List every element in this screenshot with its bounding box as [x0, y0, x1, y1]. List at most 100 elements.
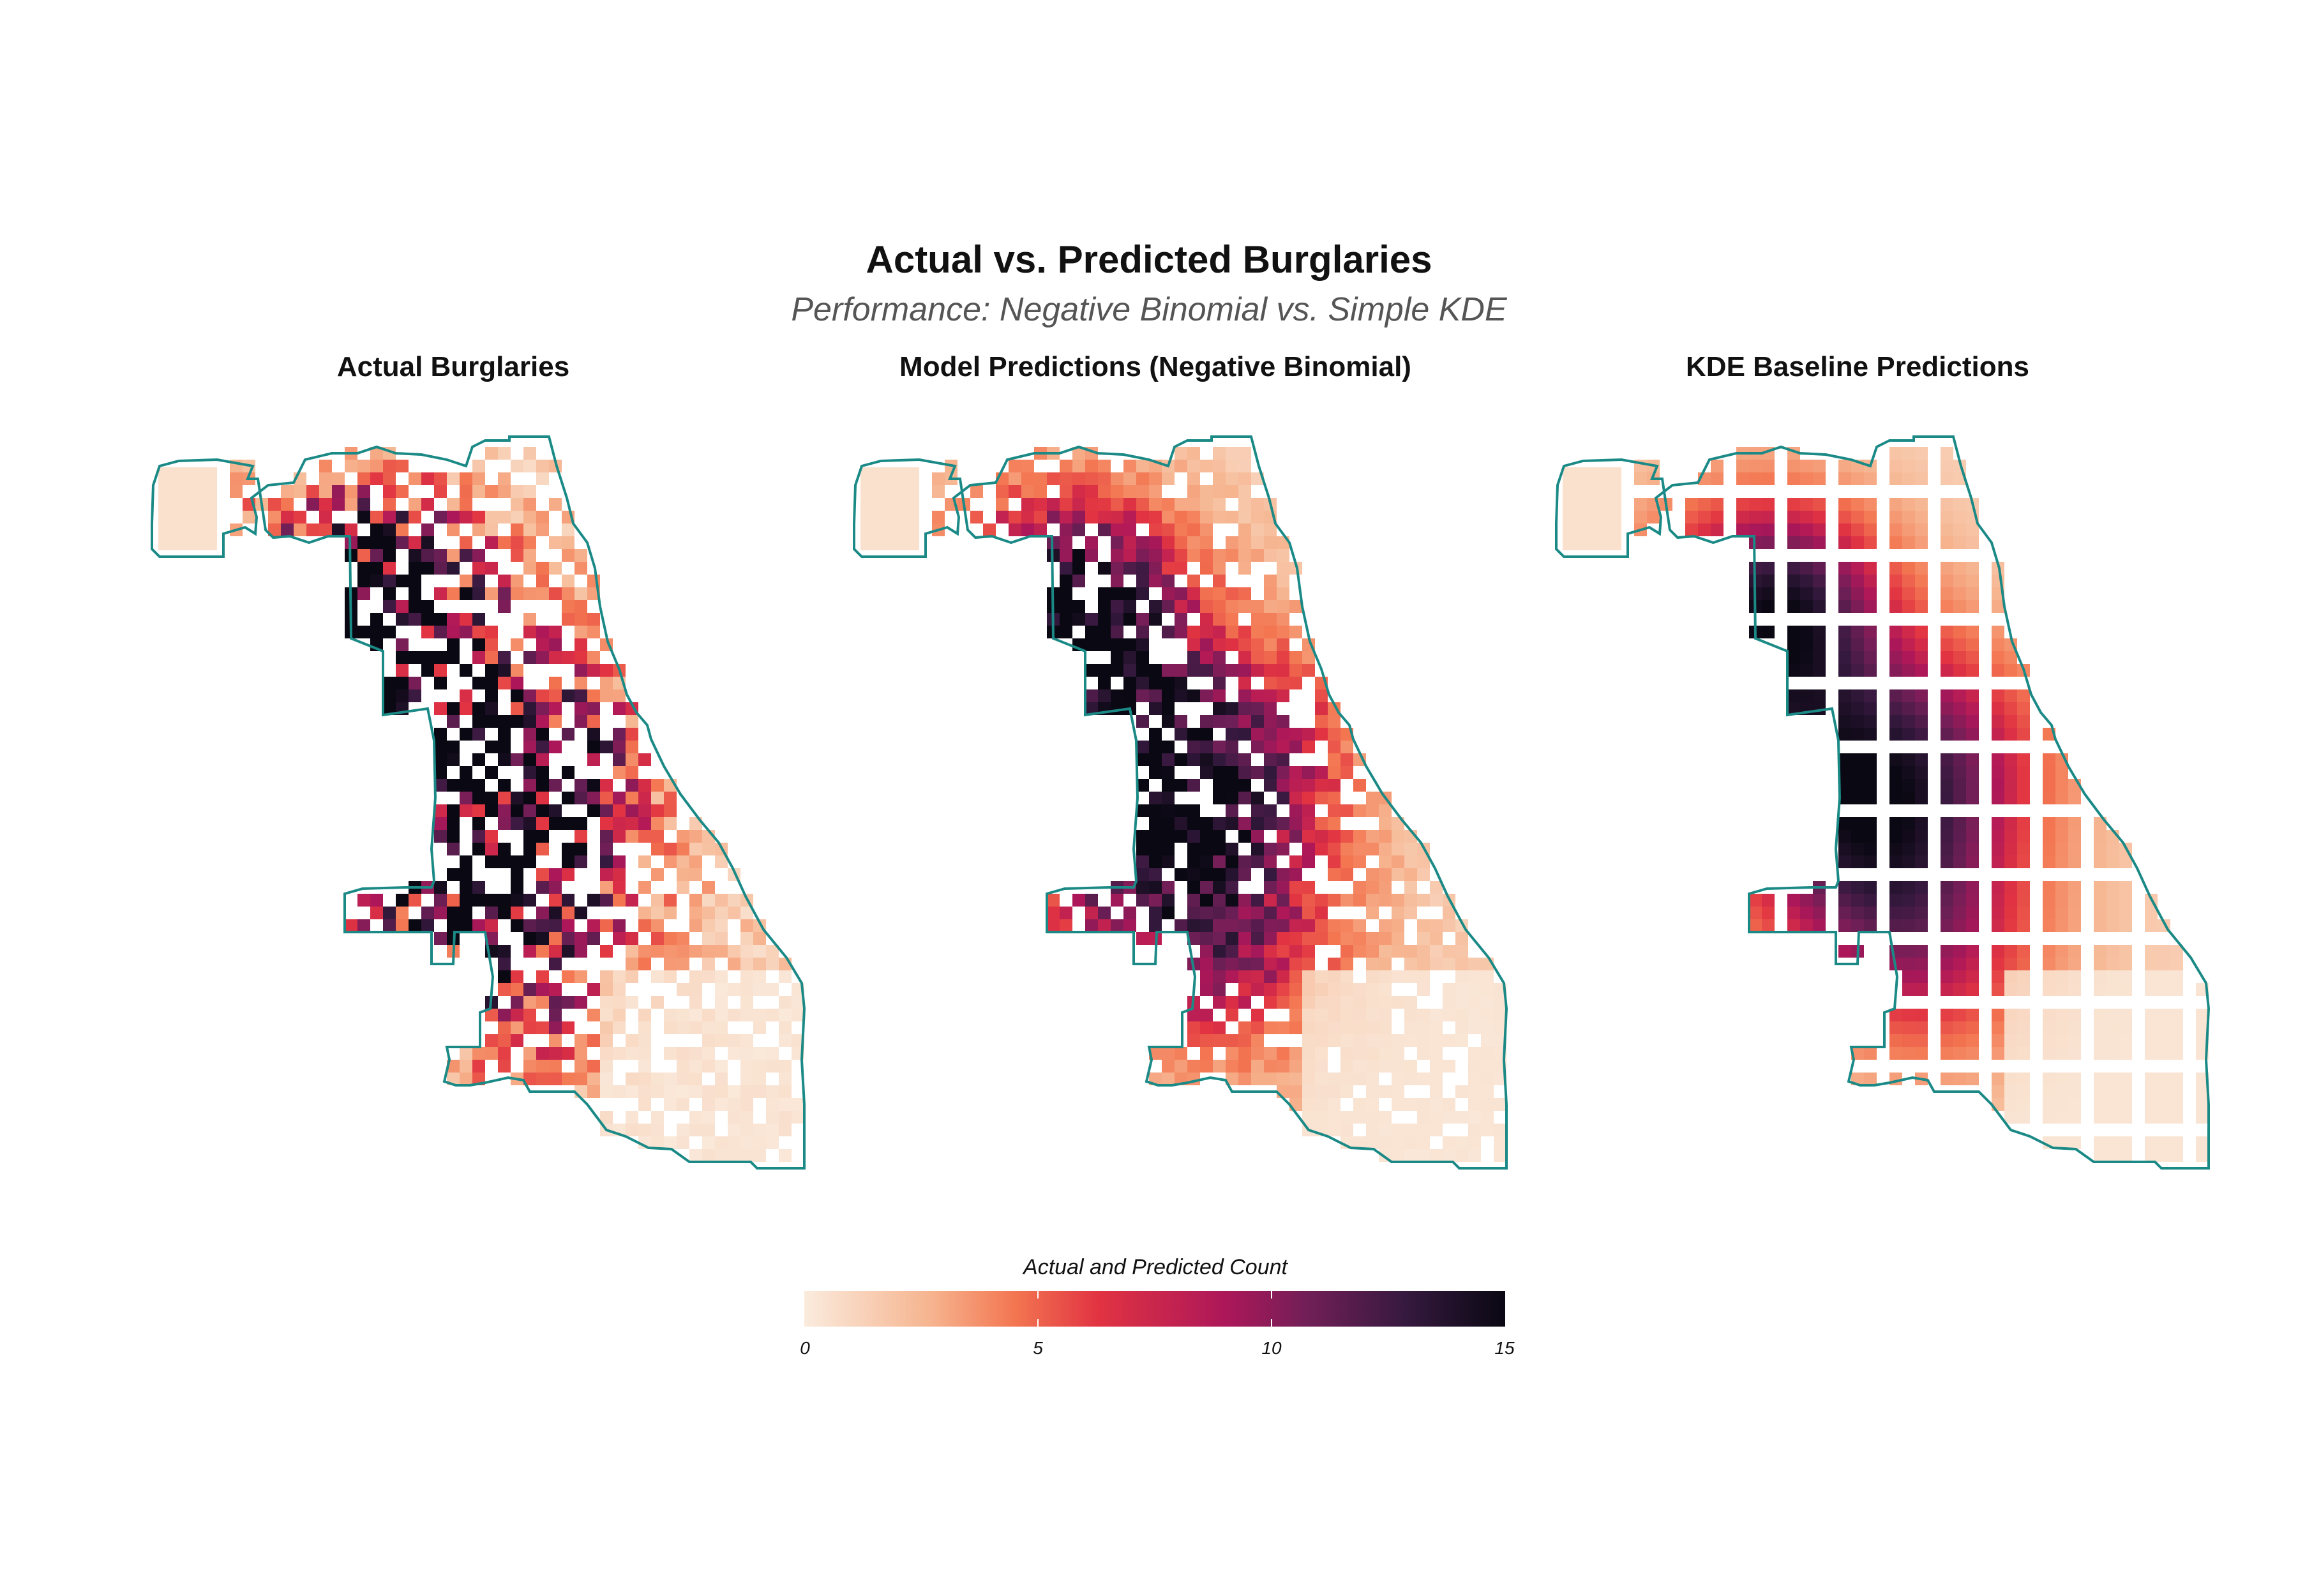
grid-cell [1392, 919, 1404, 932]
grid-cell [1149, 817, 1162, 830]
grid-cell [1749, 498, 1762, 511]
grid-cell [1123, 536, 1136, 549]
grid-cell [1187, 843, 1200, 855]
grid-cell [1328, 728, 1340, 741]
grid-cell [370, 472, 383, 485]
grid-cell [1941, 983, 1953, 996]
grid-cell [1315, 1060, 1328, 1073]
grid-cell [600, 996, 613, 1009]
grid-cell [702, 945, 715, 958]
grid-cell [2094, 945, 2106, 958]
grid-cell [2119, 1085, 2132, 1098]
grid-cell [1111, 626, 1123, 638]
grid-cell [1736, 472, 1749, 485]
grid-cell [1340, 1047, 1353, 1060]
grid-cell [1238, 983, 1251, 996]
grid-cell [485, 792, 498, 804]
grid-cell [1430, 945, 1443, 958]
grid-cell [1149, 664, 1162, 677]
grid-cell [472, 562, 485, 575]
grid-cell [1864, 830, 1877, 843]
grid-cell [1902, 689, 1915, 702]
grid-cell [587, 779, 600, 792]
grid-cell [396, 638, 409, 651]
grid-cell [1366, 907, 1379, 919]
grid-cell [447, 523, 460, 536]
grid-cell [345, 498, 357, 511]
grid-cell [1889, 843, 1902, 855]
grid-cell [1187, 894, 1200, 907]
grid-cell [1941, 715, 1953, 728]
grid-cell [536, 689, 549, 702]
grid-cell [1251, 664, 1264, 677]
grid-cell [702, 881, 715, 894]
grid-cell [1328, 843, 1340, 855]
legend-colorbar [804, 1291, 1505, 1327]
grid-cell [409, 587, 421, 600]
grid-cell [651, 804, 664, 817]
grid-cell [1851, 792, 1864, 804]
grid-cell [1123, 562, 1136, 575]
grid-cell [1136, 651, 1149, 664]
grid-cell [1443, 1060, 1455, 1073]
grid-cell [1953, 715, 1966, 728]
legend-tick-label: 10 [1261, 1338, 1282, 1358]
grid-cell [689, 996, 702, 1009]
grid-cell [689, 868, 702, 881]
grid-cell [447, 638, 460, 651]
grid-cell [523, 498, 536, 511]
grid-cell [1251, 804, 1264, 817]
grid-cell [1698, 498, 1711, 511]
grid-cell [1162, 626, 1175, 638]
grid-cell [1226, 536, 1238, 549]
grid-cell [1187, 1009, 1200, 1021]
grid-cell [319, 472, 332, 485]
grid-cell [1136, 855, 1149, 868]
grid-cell [536, 830, 549, 843]
grid-cell [1353, 855, 1366, 868]
grid-cell [1289, 804, 1302, 817]
grid-cell [1289, 894, 1302, 907]
grid-cell [1289, 855, 1302, 868]
grid-cell [549, 1047, 562, 1060]
grid-cell [792, 1034, 804, 1047]
grid-cell [626, 1124, 638, 1136]
grid-cell [485, 932, 498, 945]
grid-cell [1340, 804, 1353, 817]
grid-cell [1813, 511, 1826, 523]
grid-cell [485, 702, 498, 715]
grid-cell [1953, 1021, 1966, 1034]
grid-cell [1226, 613, 1238, 626]
grid-cell [2068, 958, 2081, 970]
grid-cell [1749, 894, 1762, 907]
grid-cell [549, 894, 562, 907]
grid-cell [715, 1021, 728, 1034]
grid-cell [728, 1111, 740, 1124]
grid-cell [460, 498, 472, 511]
grid-cell [600, 894, 613, 907]
grid-cell [1851, 728, 1864, 741]
grid-cell [1009, 460, 1021, 472]
grid-cell [1966, 766, 1979, 779]
grid-cell [1302, 651, 1315, 664]
grid-cell [2158, 1047, 2170, 1060]
grid-cell [536, 779, 549, 792]
grid-cell [536, 523, 549, 536]
grid-cell [1966, 536, 1979, 549]
grid-cell [1200, 549, 1213, 562]
grid-cell [1902, 447, 1915, 460]
grid-cell [1915, 881, 1928, 894]
grid-cell [1417, 1136, 1430, 1149]
grid-cell [626, 1073, 638, 1085]
grid-cell [587, 664, 600, 677]
grid-cell [1851, 830, 1864, 843]
grid-cell [1009, 523, 1021, 536]
grid-cell [600, 919, 613, 932]
grid-cell [1277, 881, 1289, 894]
grid-cell [1953, 919, 1966, 932]
grid-cell [740, 919, 753, 932]
grid-cell [511, 523, 523, 536]
grid-cell [2055, 881, 2068, 894]
grid-cell [1238, 970, 1251, 983]
grid-cell [485, 830, 498, 843]
